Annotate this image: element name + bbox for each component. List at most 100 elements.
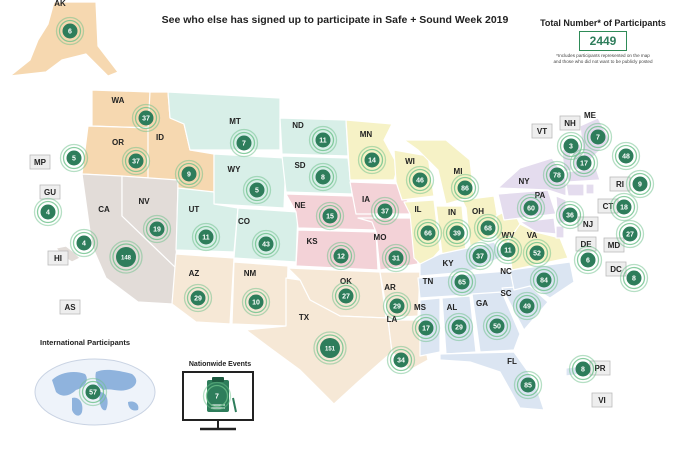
state-label-ri: RI [616,180,624,189]
state-badge-il[interactable]: 66 [413,218,443,248]
badge-circle [338,288,354,304]
state-badge-wi[interactable]: 46 [405,165,435,195]
badge-circle [632,176,648,192]
state-badge-ct[interactable]: 18 [609,192,639,222]
state-badge-pr[interactable]: 8 [568,354,598,384]
state-badge-wv[interactable]: 11 [493,235,523,265]
state-badge-nj[interactable]: 36 [555,200,585,230]
pulse-ring [241,287,271,317]
state-badge-ny[interactable]: 78 [542,160,572,190]
badge-count: 39 [453,231,461,238]
state-badge-ga[interactable]: 50 [482,311,512,341]
badge-count: 85 [524,383,532,390]
state-badge-az[interactable]: 29 [183,283,213,313]
state-badge-ma[interactable]: 48 [611,141,641,171]
state-badge-ks[interactable]: 12 [326,241,356,271]
state-badge-nd[interactable]: 11 [308,125,338,155]
international-badge[interactable]: 57 [78,377,108,407]
state-badge-mo[interactable]: 31 [381,243,411,273]
state-label-nm: NM [244,269,257,278]
state-label-nd: ND [292,121,304,130]
pulse-ring [611,141,641,171]
state-badge-sc[interactable]: 49 [512,291,542,321]
badge-count: 17 [580,161,588,168]
state-badge-nm[interactable]: 10 [241,287,271,317]
badge-count: 65 [458,280,466,287]
state-badge-tx[interactable]: 151 [313,331,347,365]
state-badge-mi[interactable]: 86 [450,173,480,203]
state-badge-la[interactable]: 34 [386,345,416,375]
pulse-ring [569,148,599,178]
state-badge-or[interactable]: 37 [121,146,151,176]
badge-count: 6 [68,29,72,36]
state-badge-ut[interactable]: 11 [191,222,221,252]
international-participants-title: International Participants [40,338,131,347]
state-badge-dc[interactable]: 8 [619,263,649,293]
pulse-ring [408,168,432,192]
state-badge-mt[interactable]: 7 [229,128,259,158]
state-badge-nv[interactable]: 19 [142,214,172,244]
state-badge-ms[interactable]: 17 [411,313,441,343]
badge-circle [236,135,252,151]
state-badge-hi[interactable]: 4 [69,228,99,258]
badge-circle [549,167,565,183]
state-badge-de[interactable]: 6 [573,245,603,275]
badge-count: 7 [242,141,246,148]
pulse-ring [318,204,342,228]
pulse-ring [33,197,63,227]
badge-circle [393,352,409,368]
state-label-mi: MI [454,167,463,176]
state-badge-md[interactable]: 27 [615,219,645,249]
state-badge-sd[interactable]: 8 [308,162,338,192]
state-badge-ok[interactable]: 27 [331,281,361,311]
pulse-ring [542,160,572,190]
state-badge-in[interactable]: 39 [442,218,472,248]
pulse-ring [532,268,556,292]
state-badge-mp[interactable]: 5 [59,143,89,173]
state-badge-fl[interactable]: 85 [513,370,543,400]
state-badge-ca[interactable]: 148 [109,240,143,274]
badge-circle [500,242,516,258]
state-badge-co[interactable]: 43 [251,229,281,259]
state-badge-oh[interactable]: 68 [473,213,503,243]
badge-circle [181,166,197,182]
state-badge-ky[interactable]: 37 [465,241,495,271]
state-badge-al[interactable]: 29 [444,312,474,342]
pulse-ring [205,384,229,408]
state-badge-mn[interactable]: 14 [357,145,387,175]
state-label-ms: MS [414,303,427,312]
state-badge-va[interactable]: 52 [522,238,552,268]
state-label-il: IL [414,205,421,214]
state-badge-me[interactable]: 7 [583,122,613,152]
pulse-ring [586,125,610,149]
state-badge-wa[interactable]: 37 [131,103,161,133]
nationwide-badge[interactable]: 7 [202,381,232,411]
state-badge-ne[interactable]: 15 [315,201,345,231]
pulse-ring [522,238,552,268]
pulse-ring [251,229,281,259]
pulse-ring [583,122,613,152]
state-badge-ar[interactable]: 29 [382,291,412,321]
pulse-ring [382,291,412,321]
state-badge-pa[interactable]: 60 [516,193,546,223]
badge-count: 11 [504,248,512,255]
pulse-ring [311,128,335,152]
total-participants-note: *Includes participants represented on th… [538,53,668,65]
state-badge-id[interactable]: 9 [174,159,204,189]
state-badge-wy[interactable]: 5 [242,175,272,205]
state-badge-ia[interactable]: 37 [370,196,400,226]
pulse-ring [450,270,474,294]
badge-circle [209,388,225,404]
badge-count: 27 [626,232,634,239]
state-label-nc: NC [500,267,512,276]
state-badge-tn[interactable]: 65 [447,267,477,297]
state-badge-gu[interactable]: 4 [33,197,63,227]
state-label-md: MD [608,241,621,250]
badge-count: 34 [397,358,405,365]
state-badge-nc[interactable]: 84 [529,265,559,295]
state-badge-ak[interactable]: 6 [55,16,85,46]
state-badge-ri[interactable]: 9 [625,169,655,199]
pulse-ring [121,146,151,176]
badge-circle [519,298,535,314]
state-badge-nh[interactable]: 17 [569,148,599,178]
